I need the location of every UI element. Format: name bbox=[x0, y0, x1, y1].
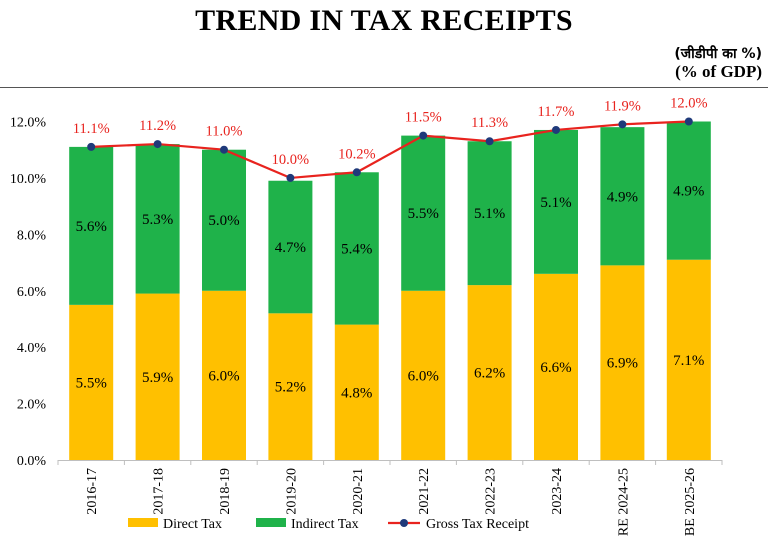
legend-marker-gross-tax-receipt bbox=[400, 519, 408, 527]
label-indirect-tax: 4.9% bbox=[607, 189, 638, 205]
point-gross-tax-receipt bbox=[220, 145, 228, 154]
y-tick-label: 10.0% bbox=[10, 172, 47, 187]
x-tick-label: 2019-20 bbox=[284, 468, 299, 515]
label-gross-tax-receipt: 12.0% bbox=[670, 96, 707, 112]
x-tick-label: 2017-18 bbox=[152, 468, 167, 515]
bar-direct-tax bbox=[401, 290, 446, 460]
label-indirect-tax: 4.7% bbox=[275, 240, 306, 256]
bar-indirect-tax bbox=[401, 135, 446, 291]
bar-indirect-tax bbox=[534, 129, 578, 274]
x-tick-label: 2022-23 bbox=[484, 468, 499, 515]
line-gross-tax-receipt bbox=[91, 120, 689, 180]
bar-indirect-tax bbox=[202, 149, 246, 291]
legend-swatch-direct-tax bbox=[128, 518, 158, 527]
legend-label-gross-tax-receipt: Gross Tax Receipt bbox=[426, 517, 529, 532]
label-direct-tax: 6.2% bbox=[474, 366, 505, 382]
x-tick-label: 2021-22 bbox=[417, 468, 432, 515]
unit-label-english: (% of GDP) bbox=[675, 62, 762, 81]
bar-indirect-tax bbox=[666, 121, 711, 260]
label-indirect-tax: 5.1% bbox=[540, 195, 571, 211]
x-tick-label: BE 2025-26 bbox=[683, 468, 698, 536]
y-tick-label: 2.0% bbox=[17, 398, 47, 413]
y-tick-label: 12.0% bbox=[10, 116, 47, 131]
label-gross-tax-receipt: 11.5% bbox=[405, 110, 442, 126]
point-gross-tax-receipt bbox=[286, 173, 295, 182]
y-tick-label: 4.0% bbox=[17, 341, 47, 356]
legend-label-direct-tax: Direct Tax bbox=[163, 517, 222, 532]
unit-label-hindi: (जीडीपी का %) bbox=[674, 46, 762, 62]
bar-direct-tax bbox=[666, 259, 711, 460]
x-tick-label: 2016-17 bbox=[85, 468, 100, 515]
bar-indirect-tax bbox=[467, 141, 512, 286]
bar-indirect-tax bbox=[268, 180, 313, 314]
x-tick-label: RE 2024-25 bbox=[616, 468, 631, 536]
bar-indirect-tax bbox=[600, 127, 645, 266]
label-gross-tax-receipt: 10.0% bbox=[272, 152, 309, 168]
label-gross-tax-receipt: 11.9% bbox=[604, 98, 641, 114]
bar-direct-tax bbox=[534, 273, 578, 460]
point-gross-tax-receipt bbox=[153, 140, 162, 149]
y-tick-label: 0.0% bbox=[17, 454, 47, 469]
point-gross-tax-receipt bbox=[419, 131, 428, 140]
label-indirect-tax: 5.1% bbox=[474, 206, 505, 222]
legend-label-indirect-tax: Indirect Tax bbox=[291, 517, 359, 532]
bar-indirect-tax bbox=[334, 172, 379, 325]
point-gross-tax-receipt bbox=[87, 142, 96, 151]
label-indirect-tax: 5.6% bbox=[76, 219, 107, 235]
bar-direct-tax bbox=[467, 285, 512, 460]
x-tick-label: 2018-19 bbox=[218, 468, 233, 515]
y-tick-label: 8.0% bbox=[17, 228, 47, 243]
label-direct-tax: 6.0% bbox=[208, 368, 239, 384]
label-gross-tax-receipt: 11.0% bbox=[206, 124, 243, 140]
label-indirect-tax: 5.4% bbox=[341, 241, 372, 257]
point-gross-tax-receipt bbox=[352, 168, 361, 177]
point-gross-tax-receipt bbox=[684, 117, 693, 126]
label-direct-tax: 4.8% bbox=[341, 385, 372, 401]
label-indirect-tax: 5.3% bbox=[142, 212, 173, 228]
label-indirect-tax: 5.5% bbox=[408, 206, 439, 222]
bar-direct-tax bbox=[600, 265, 645, 460]
bar-direct-tax bbox=[334, 324, 379, 460]
label-gross-tax-receipt: 10.2% bbox=[338, 146, 375, 162]
label-indirect-tax: 4.9% bbox=[673, 184, 704, 200]
x-tick-label: 2020-21 bbox=[351, 468, 366, 515]
x-tick-label: 2023-24 bbox=[550, 468, 565, 515]
label-direct-tax: 6.9% bbox=[607, 356, 638, 372]
bar-direct-tax bbox=[135, 293, 180, 460]
label-direct-tax: 7.1% bbox=[673, 353, 704, 369]
y-tick-label: 6.0% bbox=[17, 285, 47, 300]
label-direct-tax: 6.0% bbox=[408, 368, 439, 384]
label-direct-tax: 5.2% bbox=[275, 380, 306, 396]
label-indirect-tax: 5.0% bbox=[208, 213, 239, 229]
label-direct-tax: 5.9% bbox=[142, 370, 173, 386]
bar-direct-tax bbox=[69, 304, 114, 460]
legend-swatch-indirect-tax bbox=[256, 518, 286, 527]
label-direct-tax: 5.5% bbox=[76, 375, 107, 391]
bar-direct-tax bbox=[268, 313, 313, 460]
label-gross-tax-receipt: 11.7% bbox=[538, 104, 575, 120]
bar-indirect-tax bbox=[135, 144, 180, 294]
label-direct-tax: 6.6% bbox=[540, 360, 571, 376]
bar-direct-tax bbox=[202, 290, 246, 460]
label-gross-tax-receipt: 11.1% bbox=[73, 121, 110, 137]
chart-title: TREND IN TAX RECEIPTS bbox=[195, 4, 573, 37]
bar-indirect-tax bbox=[69, 146, 114, 305]
point-gross-tax-receipt bbox=[552, 125, 560, 134]
label-gross-tax-receipt: 11.3% bbox=[471, 115, 508, 131]
header-divider bbox=[0, 87, 768, 88]
point-gross-tax-receipt bbox=[618, 120, 627, 129]
point-gross-tax-receipt bbox=[485, 137, 494, 146]
label-gross-tax-receipt: 11.2% bbox=[139, 118, 176, 134]
